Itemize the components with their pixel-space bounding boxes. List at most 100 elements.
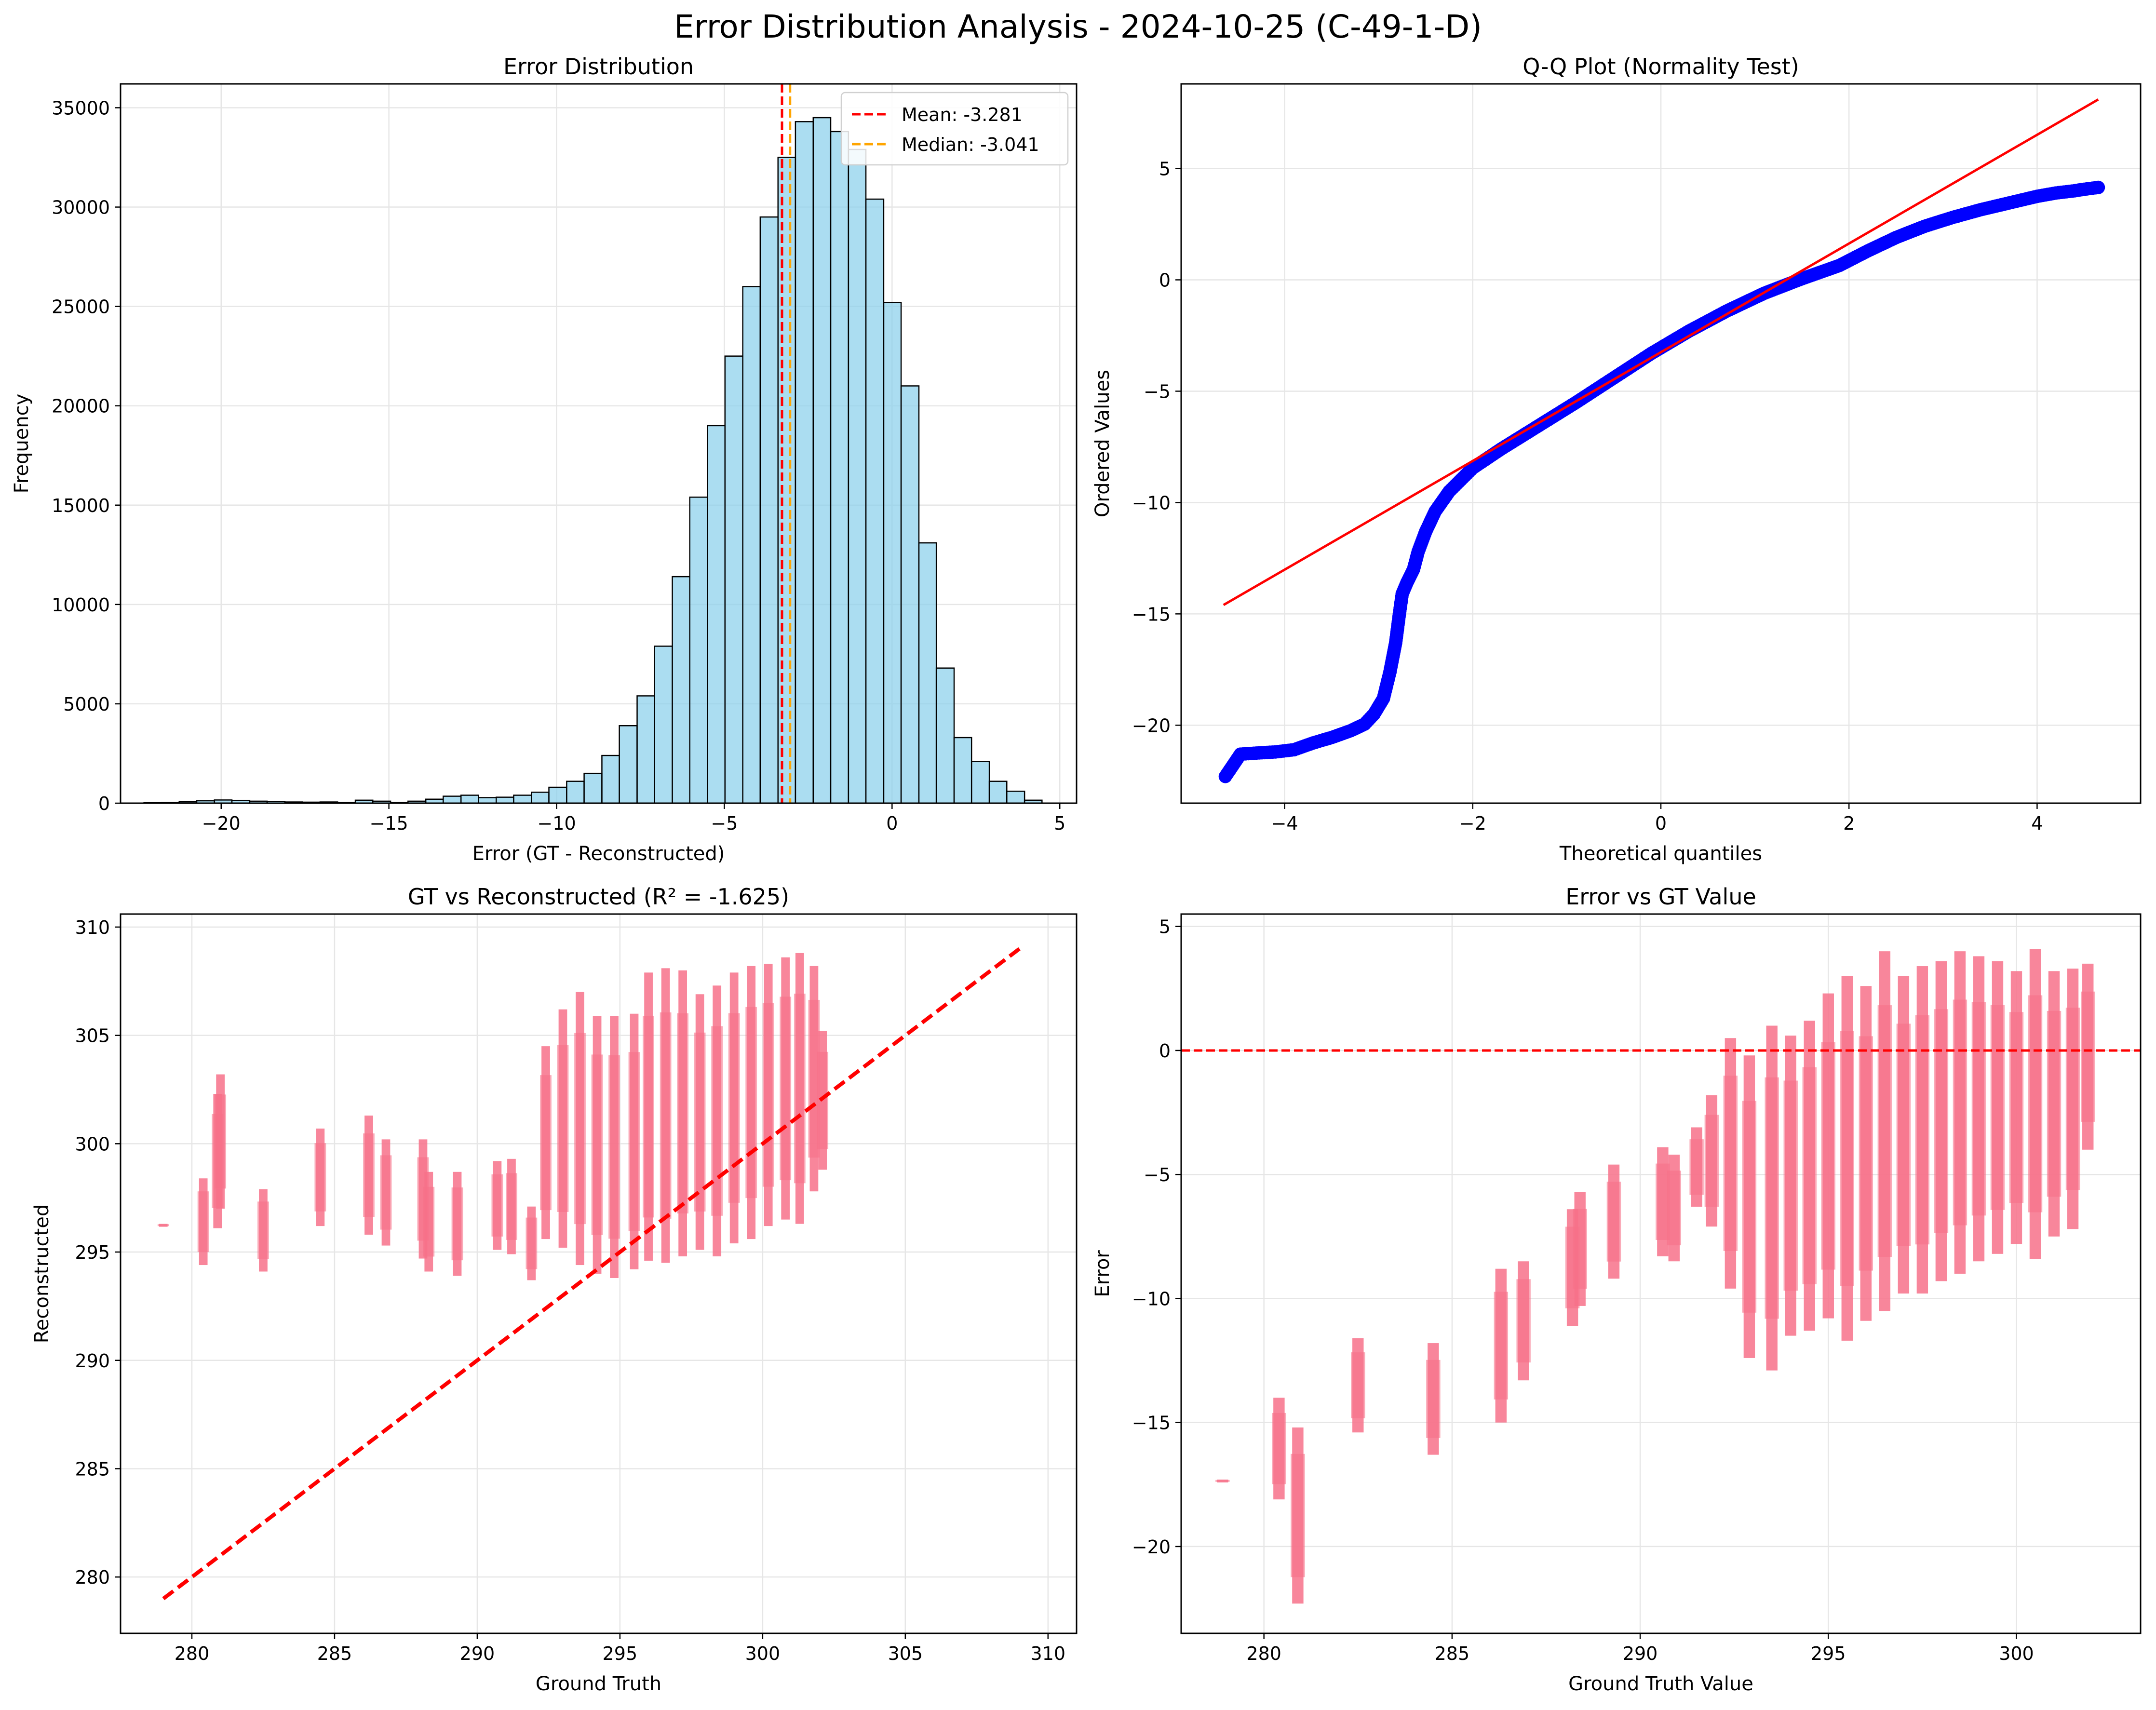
scatter-point	[451, 1187, 463, 1261]
scatter-point	[1606, 1182, 1621, 1262]
y-tick-label: 0	[1159, 1040, 1171, 1062]
scatter-point	[1704, 1115, 1719, 1207]
scatter-point	[1516, 1279, 1531, 1363]
scatter-point	[506, 1173, 517, 1240]
scatter-point	[1765, 1077, 1779, 1319]
x-tick-label: 5	[1054, 813, 1065, 834]
plot-area	[143, 84, 1043, 804]
scatter-point	[526, 1217, 538, 1269]
legend-label: Median: -3.041	[902, 134, 1039, 155]
scatter-point	[215, 1094, 227, 1189]
y-tick-label: 30000	[52, 197, 110, 218]
error-vs-gt-title: Error vs GT Value	[1565, 884, 1756, 910]
scatter-point	[1573, 1209, 1587, 1289]
scatter-point	[1934, 1009, 1949, 1233]
x-tick-label: 290	[1623, 1643, 1658, 1664]
scatter-point	[1783, 1080, 1798, 1291]
x-tick-label: 4	[2031, 813, 2043, 834]
y-tick-label: 290	[75, 1350, 110, 1372]
axes-frame	[120, 83, 1078, 804]
axes-frame	[1180, 913, 2142, 1634]
scatter-point	[1426, 1360, 1441, 1438]
histogram-title: Error Distribution	[503, 54, 694, 80]
scatter-point	[1802, 1067, 1817, 1284]
histogram-bar	[513, 794, 532, 804]
y-tick-label: −15	[1132, 604, 1171, 625]
y-tick-label: 10000	[52, 594, 110, 616]
scatter-point	[1351, 1352, 1365, 1418]
scatter-point	[1723, 1076, 1738, 1251]
gt-vs-reconstructed-title: GT vs Reconstructed (R² = -1.625)	[408, 884, 789, 910]
x-tick-label: 280	[175, 1643, 210, 1664]
histogram-bar	[1006, 791, 1025, 804]
scatter-point	[1877, 1005, 1892, 1257]
scatter-point	[2009, 1012, 2024, 1203]
histogram-y-axis-label: Frequency	[11, 394, 33, 494]
y-tick-label: −20	[1132, 715, 1171, 736]
scatter-point	[2047, 1010, 2062, 1197]
histogram-bar	[654, 646, 673, 804]
scatter-point	[540, 1075, 552, 1211]
x-tick-label: 280	[1246, 1643, 1281, 1664]
histogram-bar	[812, 117, 832, 804]
scatter-point	[1990, 1005, 2005, 1210]
identity-line	[162, 947, 1021, 1601]
histogram-bar	[935, 667, 955, 804]
qq-point	[2091, 180, 2105, 194]
qq-plot-y-axis-label: Ordered Values	[1091, 370, 1114, 517]
histogram-bar	[566, 781, 585, 804]
y-tick-label: 310	[75, 917, 110, 938]
histogram-x-axis-label: Error (GT - Reconstructed)	[472, 843, 725, 865]
scatter-point	[794, 994, 806, 1184]
plot-area	[1218, 98, 2105, 783]
x-tick-label: 285	[317, 1643, 352, 1664]
scatter-point	[694, 1032, 706, 1212]
x-tick-label: 290	[460, 1643, 495, 1664]
x-tick-label: −20	[202, 813, 241, 834]
histogram-bar	[953, 737, 972, 804]
y-tick-label: 35000	[52, 97, 110, 119]
scatter-point	[1272, 1413, 1286, 1484]
histogram-bar	[443, 795, 462, 804]
scatter-point	[1689, 1139, 1704, 1195]
histogram-bar	[988, 781, 1008, 804]
gt-vs-reconstructed-x-axis-label: Ground Truth	[536, 1673, 661, 1695]
y-tick-label: 15000	[52, 495, 110, 516]
histogram-bar	[865, 198, 885, 804]
scatter-point	[728, 1013, 740, 1203]
scatter-point	[157, 1224, 169, 1226]
y-tick-label: 0	[98, 793, 110, 814]
histogram-bar	[830, 131, 849, 804]
y-tick-label: −5	[1144, 381, 1171, 402]
histogram-bar	[496, 796, 514, 804]
scatter-point	[1915, 1015, 1930, 1245]
axes: −4 −2 0 2 4−20−15−10−505	[1132, 83, 2142, 834]
histogram-bar	[460, 794, 479, 804]
scatter-point	[574, 1033, 586, 1225]
scatter-point	[257, 1201, 269, 1259]
scatter-point	[2065, 1008, 2080, 1190]
histogram-bar	[900, 385, 920, 804]
histogram-bar	[601, 754, 620, 804]
scatter-point	[423, 1186, 435, 1257]
y-tick-label: 295	[75, 1242, 110, 1263]
scatter-point	[1971, 1002, 1986, 1216]
histogram-bar	[689, 497, 708, 804]
reference-line	[1223, 98, 2099, 606]
scatter-point	[591, 1054, 603, 1235]
scatter-point	[1859, 1036, 1873, 1271]
scatter-point	[608, 1055, 620, 1239]
scatter-point	[677, 1013, 689, 1214]
histogram-bar	[583, 772, 603, 804]
histogram-bar	[619, 725, 638, 804]
scatter-point	[2028, 995, 2043, 1212]
x-tick-label: −4	[1271, 813, 1298, 834]
legend: Mean: -3.281 Median: -3.041	[840, 92, 1069, 166]
x-tick-label: 295	[603, 1643, 638, 1664]
x-tick-label: 305	[888, 1643, 923, 1664]
qq-plot-title: Q-Q Plot (Normality Test)	[1523, 54, 1799, 80]
scatter-point	[380, 1155, 392, 1230]
error-vs-gt-y-axis-label: Error	[1091, 1250, 1114, 1297]
y-tick-label: −5	[1144, 1164, 1171, 1185]
